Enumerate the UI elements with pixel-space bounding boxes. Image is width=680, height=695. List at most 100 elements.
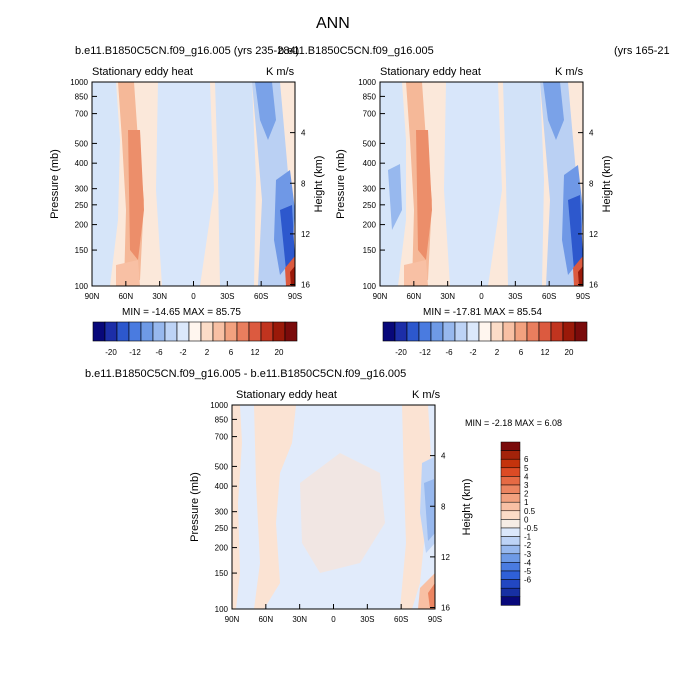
panel1-header: b.e11.B1850C5CN.f09_g16.005 (yrs 235-284… [75,45,300,57]
y-tick-label: 850 [215,415,229,424]
field-blue-band-east [215,82,256,286]
y2-tick-label: 4 [301,129,306,138]
panel3-field [232,405,435,609]
colorbar-label: 6 [229,348,234,357]
colorbar-label: 1 [524,498,529,507]
y-tick-label: 700 [75,110,89,119]
panel3-minmax: MIN = -2.18 MAX = 6.08 [465,418,563,428]
colorbar-swatch [500,553,521,563]
x-tick-label: 30S [360,615,374,624]
panel1-inner-title: Stationary eddy heat [92,66,193,78]
y-tick-label: 200 [75,221,89,230]
colorbar-swatch [430,321,444,342]
colorbar-label: 5 [524,464,529,473]
field-red-patch-tropics [300,453,385,573]
field-red-corner-max [290,266,295,286]
colorbar-swatch [500,458,521,469]
colorbar-label: 4 [524,472,529,481]
colorbar-swatch [260,321,274,342]
y2-tick-label: 16 [589,281,598,290]
colorbar-label: -6 [155,348,163,357]
y2-tick-label: 4 [589,129,594,138]
colorbar-label: -3 [524,550,532,559]
colorbar-label: -1 [524,533,532,542]
field-red-core [128,130,144,260]
colorbar-swatch [128,321,142,342]
panel1-axis-ticks: 100 150 200 250 300 400 500 700 850 1000 16 12 8 4 90N… [70,78,310,301]
x-tick-label: 60N [118,292,133,301]
colorbar-swatch [490,321,504,342]
colorbar-label: 12 [541,348,550,357]
x-tick-label: 90S [288,292,302,301]
colorbar-label: 0 [524,515,529,524]
y2-tick-label: 4 [441,452,446,461]
colorbar-label: -12 [419,348,431,357]
x-tick-label: 90S [576,292,590,301]
colorbar-swatch [500,441,521,451]
colorbar-swatch [212,321,226,342]
colorbar-label: -12 [129,348,141,357]
colorbar-swatch [500,467,521,477]
colorbar-swatch [442,321,456,342]
colorbar-swatch [500,587,521,598]
y-tick-label: 100 [363,282,377,291]
field-blue-deep [280,205,295,270]
x-tick-label: 90N [373,292,388,301]
colorbar-swatch [502,321,516,342]
panel2-header-left: b.e11.B1850C5CN.f09_g16.005 [278,45,434,57]
colorbar-swatch [538,321,552,342]
y-tick-label: 850 [75,92,89,101]
colorbar-swatch [500,501,521,512]
field-blue-west-core [388,164,402,230]
colorbar-label: 2 [205,348,210,357]
y2-tick-label: 12 [441,553,450,562]
colorbar-label: 12 [251,348,260,357]
colorbar-swatch [526,321,540,342]
field-blue-core-upper [255,82,276,140]
x-tick-label: 30S [220,292,234,301]
y-tick-label: 400 [363,159,377,168]
colorbar-swatch [406,321,420,342]
panel1-units: K m/s [266,66,295,78]
y-tick-label: 150 [363,246,377,255]
colorbar-label: 20 [565,348,574,357]
x-tick-label: 60S [542,292,556,301]
colorbar-label: -4 [524,558,532,567]
colorbar-swatch [272,321,286,342]
colorbar-1: -20 -12 -6 -2 2 6 12 20 [92,321,298,357]
field-red-corner-max [578,266,583,286]
x-tick-label: 60N [258,615,273,624]
panel3-axis-ticks: 100 150 200 250 300 400 500 700 850 1000 16 12 8 4 90N… [210,401,450,624]
colorbar-swatch [248,321,262,342]
colorbar-1-swatches: -20 -12 -6 -2 2 6 12 20 [92,321,298,357]
colorbar-swatch [224,321,238,342]
x-tick-label: 60S [254,292,268,301]
colorbar-label: -2 [469,348,477,357]
panel3-units: K m/s [412,389,441,401]
y-tick-label: 300 [363,185,377,194]
colorbar-swatch [562,321,576,342]
panel3-ylabel: Pressure (mb) [189,472,201,542]
y-tick-label: 1000 [358,78,376,87]
y-tick-label: 150 [215,569,229,578]
y-tick-label: 500 [363,139,377,148]
colorbar-swatch [116,321,130,342]
y-tick-label: 400 [215,482,229,491]
panel1-ylabel-right: Height (km) [313,156,325,213]
x-tick-label: 0 [191,292,196,301]
y-tick-label: 700 [363,110,377,119]
colorbar-swatch [500,579,521,589]
y-tick-label: 100 [215,605,229,614]
colorbar-swatch [418,321,432,342]
field-red-band-midlat [254,405,296,609]
colorbar-swatch [152,321,166,342]
y2-tick-label: 16 [441,604,450,613]
colorbar-swatch [382,321,396,342]
y-tick-label: 500 [75,139,89,148]
y2-tick-label: 8 [441,502,446,511]
panel1-minmax: MIN = -14.65 MAX = 85.75 [122,307,241,318]
colorbar-label: 2 [524,490,529,499]
colorbar-swatch [284,321,298,342]
panel2-inner-title: Stationary eddy heat [380,66,481,78]
y-tick-label: 700 [215,433,229,442]
